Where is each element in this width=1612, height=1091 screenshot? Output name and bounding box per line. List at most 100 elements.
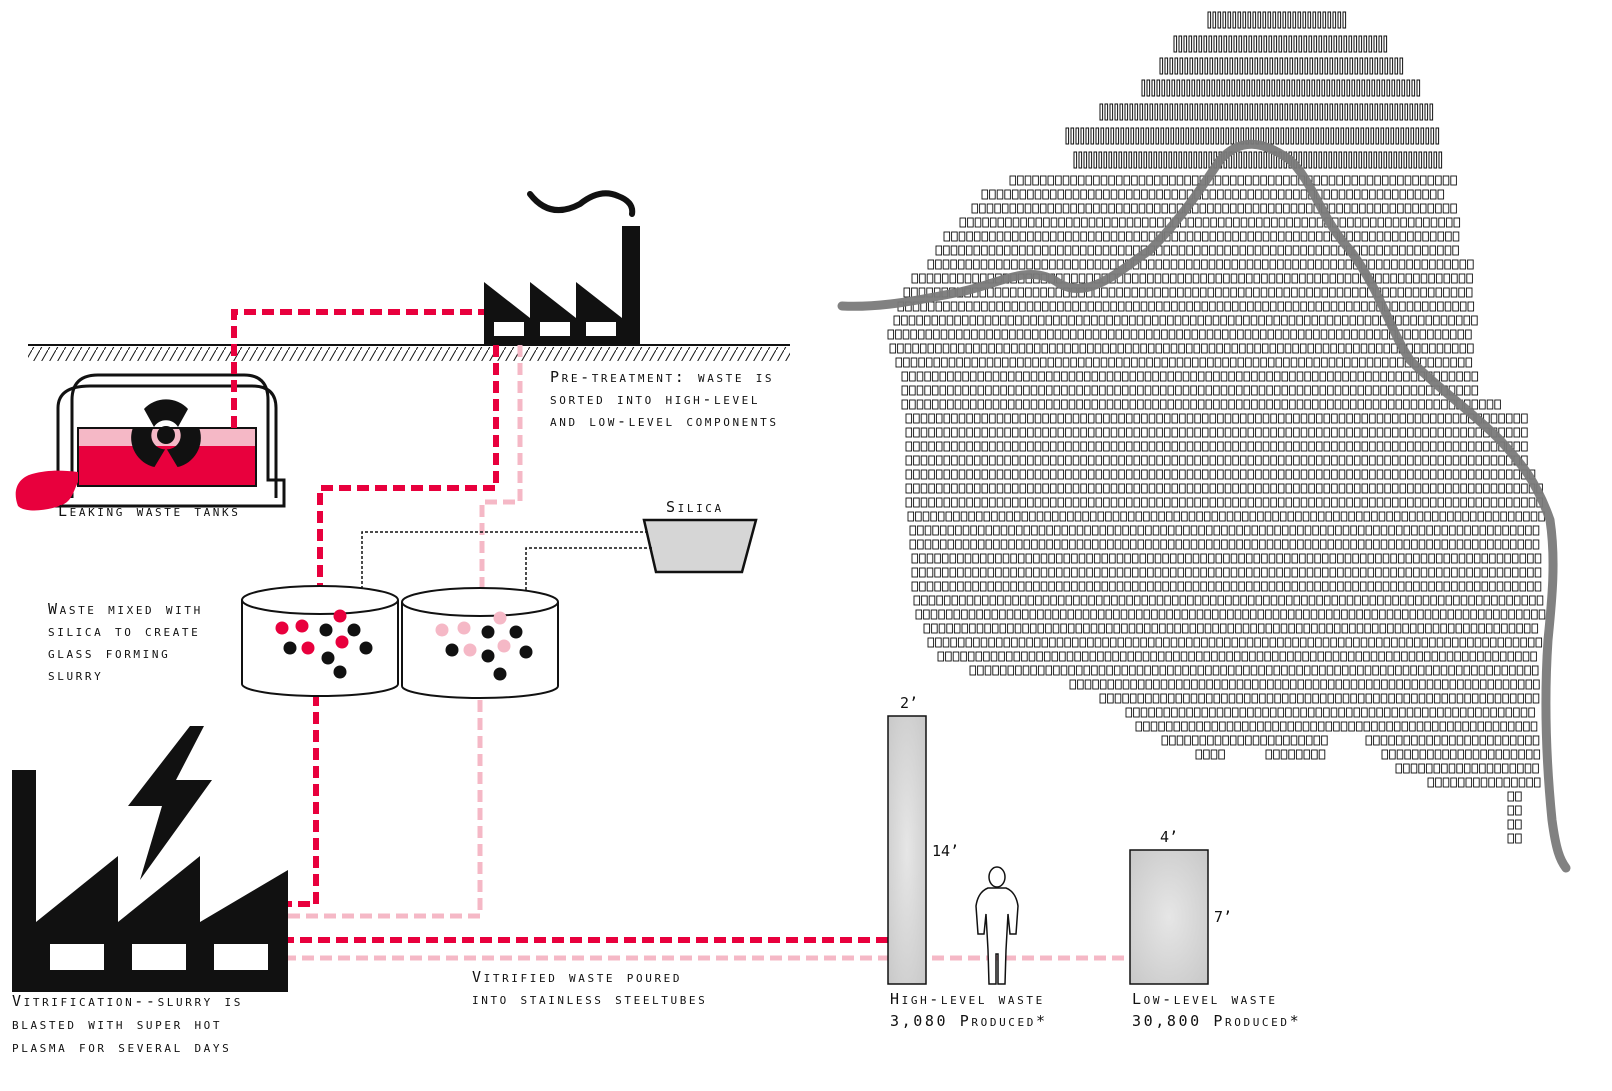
vat-particle bbox=[333, 665, 347, 679]
mixing-vat-high bbox=[241, 585, 399, 697]
vat-particle bbox=[457, 621, 471, 635]
mountain-row bbox=[1207, 11, 1347, 29]
mountain-row bbox=[887, 329, 1472, 340]
mountain-row bbox=[927, 259, 1474, 270]
vat-particle bbox=[295, 619, 309, 633]
low-level-pipes bbox=[284, 345, 1176, 961]
mountain-row bbox=[981, 189, 1445, 200]
vat-particle bbox=[463, 643, 477, 657]
vitrification-label-line-1: Vitrification--slurry is bbox=[12, 992, 243, 1010]
high-level-tube bbox=[887, 715, 927, 985]
ground-line bbox=[28, 344, 790, 361]
mountain-row bbox=[901, 385, 1479, 396]
mountain-row bbox=[905, 427, 1528, 438]
mountain-row bbox=[889, 343, 1474, 354]
mountain-row bbox=[1507, 791, 1522, 802]
mountain-row bbox=[1099, 693, 1540, 704]
mountain-row bbox=[1009, 175, 1457, 186]
mountain-row bbox=[905, 483, 1543, 494]
mountain-row bbox=[1141, 79, 1421, 97]
vat-particle bbox=[359, 641, 373, 655]
mountain-row bbox=[1507, 805, 1522, 816]
mountain-row bbox=[923, 623, 1539, 634]
river bbox=[837, 139, 1571, 873]
mountain-grid bbox=[887, 11, 1546, 844]
leaking-tanks-label: Leaking waste tanks bbox=[58, 502, 241, 520]
mountain-row bbox=[959, 217, 1461, 228]
vat-particle bbox=[333, 609, 347, 623]
radiation-icon bbox=[131, 399, 201, 468]
mixing-label-line-2: silica to create bbox=[48, 622, 201, 640]
mountain-row bbox=[1069, 679, 1540, 690]
high-level-count: 3,080 Produced* bbox=[890, 1012, 1048, 1030]
mixing-label-line-4: slurry bbox=[48, 666, 104, 684]
high-level-pipes bbox=[231, 309, 892, 943]
high-tube-width: 2’ bbox=[900, 694, 919, 712]
vat-particle bbox=[493, 611, 507, 625]
mountain-row bbox=[905, 469, 1536, 480]
vat-particle bbox=[275, 621, 289, 635]
vat-particle bbox=[481, 625, 495, 639]
pretreatment-label-line-3: and low-level components bbox=[550, 412, 779, 430]
mountain-row bbox=[895, 357, 1473, 368]
silica-label: Silica bbox=[666, 498, 724, 516]
mixing-label-line-1: Waste mixed with bbox=[48, 600, 203, 618]
mountain-row bbox=[971, 203, 1457, 214]
vat-particle bbox=[493, 667, 507, 681]
vitrification-label-line-3: plasma for several days bbox=[12, 1038, 232, 1056]
mountain-row bbox=[903, 287, 1473, 298]
mountain-row bbox=[1161, 735, 1328, 746]
mountain-row bbox=[911, 567, 1542, 578]
mountain-row bbox=[1099, 103, 1434, 121]
vat-particle bbox=[435, 623, 449, 637]
mountain-row bbox=[1265, 749, 1326, 760]
vat-particle bbox=[497, 639, 511, 653]
mountain-row bbox=[897, 301, 1475, 312]
lightning-icon bbox=[128, 726, 212, 880]
mountain-row bbox=[1365, 735, 1540, 746]
mountain-row bbox=[911, 553, 1542, 564]
silica-hopper bbox=[361, 518, 758, 598]
mountain-row bbox=[1381, 749, 1541, 760]
mountain-row bbox=[905, 441, 1528, 452]
mountain-row bbox=[905, 413, 1528, 424]
mountain-row bbox=[1159, 57, 1404, 75]
mountain-row bbox=[943, 231, 1460, 242]
mixing-vat-low bbox=[401, 587, 559, 699]
high-tube-height: 14’ bbox=[932, 842, 960, 860]
low-level-tube bbox=[1129, 849, 1209, 985]
leaking-waste-tank bbox=[15, 373, 286, 511]
pretreatment-label-line-2: sorted into high-level bbox=[550, 390, 761, 408]
person-icon bbox=[975, 866, 1019, 985]
mountain-row bbox=[909, 525, 1540, 536]
vat-particle bbox=[519, 645, 533, 659]
low-level-label: Low-level waste bbox=[1132, 990, 1278, 1008]
mountain-row bbox=[909, 539, 1540, 550]
mountain-row bbox=[905, 455, 1528, 466]
mountain-row bbox=[907, 511, 1545, 522]
vitrification-label-line-2: blasted with super hot bbox=[12, 1015, 223, 1033]
mixing-label-line-3: glass forming bbox=[48, 644, 171, 662]
mountain-row bbox=[927, 637, 1543, 648]
poured-label-line-2: into stainless steeltubes bbox=[472, 990, 708, 1008]
mountain-row bbox=[911, 581, 1542, 592]
low-level-count: 30,800 Produced* bbox=[1132, 1012, 1302, 1030]
mountain-row bbox=[969, 665, 1539, 676]
mountain-row bbox=[935, 245, 1459, 256]
vat-particle bbox=[321, 651, 335, 665]
vat-particle bbox=[283, 641, 297, 655]
mountain-row bbox=[1135, 721, 1538, 732]
mountain-row bbox=[1173, 35, 1388, 53]
mountain-row bbox=[1427, 777, 1541, 788]
high-level-label: High-level waste bbox=[890, 990, 1045, 1008]
vat-particle bbox=[335, 635, 349, 649]
mountain-row bbox=[937, 651, 1537, 662]
vat-particle bbox=[319, 623, 333, 637]
mountain-row bbox=[1507, 819, 1522, 830]
mountain-row bbox=[901, 371, 1479, 382]
mountain-row bbox=[1195, 749, 1225, 760]
low-tube-width: 4’ bbox=[1160, 828, 1179, 846]
mountain-row bbox=[1507, 833, 1522, 844]
